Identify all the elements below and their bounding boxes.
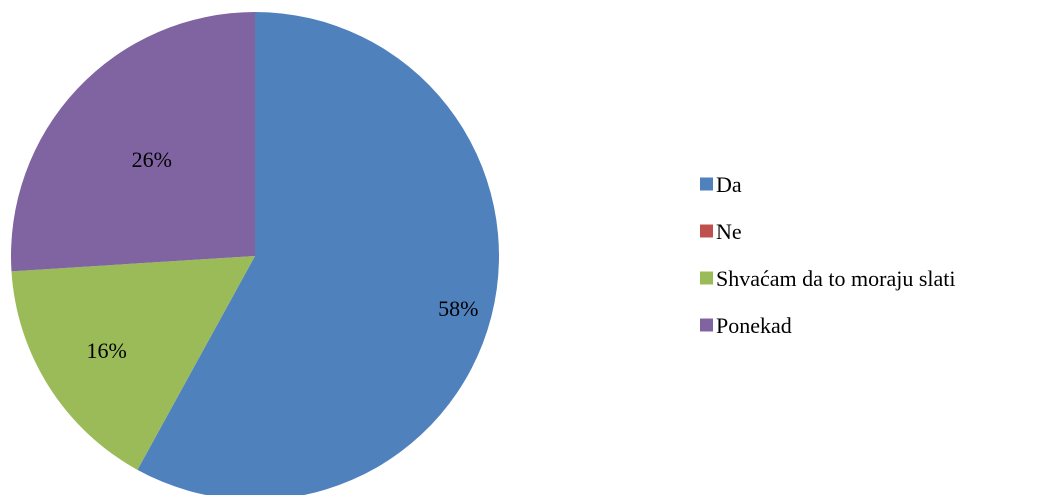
pie-slice-da [137,12,499,495]
pie-slice-ponekad [10,12,255,272]
legend-swatch-ne [700,224,713,238]
legend-swatch-shvacam-da-to-moraju-slati [700,271,713,285]
pie-slice-shvacam-da-to-moraju-slati [11,256,256,470]
data-label-da: 58% [438,296,478,321]
legend-label-ne: Ne [716,219,742,244]
data-label-shvacam-da-to-moraju-slati: 16% [87,338,127,363]
legend-swatch-da [700,177,713,191]
legend-label-ponekad: Ponekad [716,313,792,338]
legend-label-da: Da [716,172,742,197]
legend-label-shvacam-da-to-moraju-slati: Shvaćam da to moraju slati [716,266,956,291]
data-label-ponekad: 26% [132,147,172,172]
legend: Da Ne Shvaćam da to moraju slati Ponekad [700,172,956,338]
legend-swatch-ponekad [700,318,713,332]
legend-item-shvacam-da-to-moraju-slati: Shvaćam da to moraju slati [700,266,956,291]
legend-item-ponekad: Ponekad [700,313,792,338]
legend-item-da: Da [700,172,742,197]
legend-item-ne: Ne [700,219,742,244]
pie-data-labels: 58% 16% 26% [87,147,479,363]
pie-slices [10,12,499,495]
